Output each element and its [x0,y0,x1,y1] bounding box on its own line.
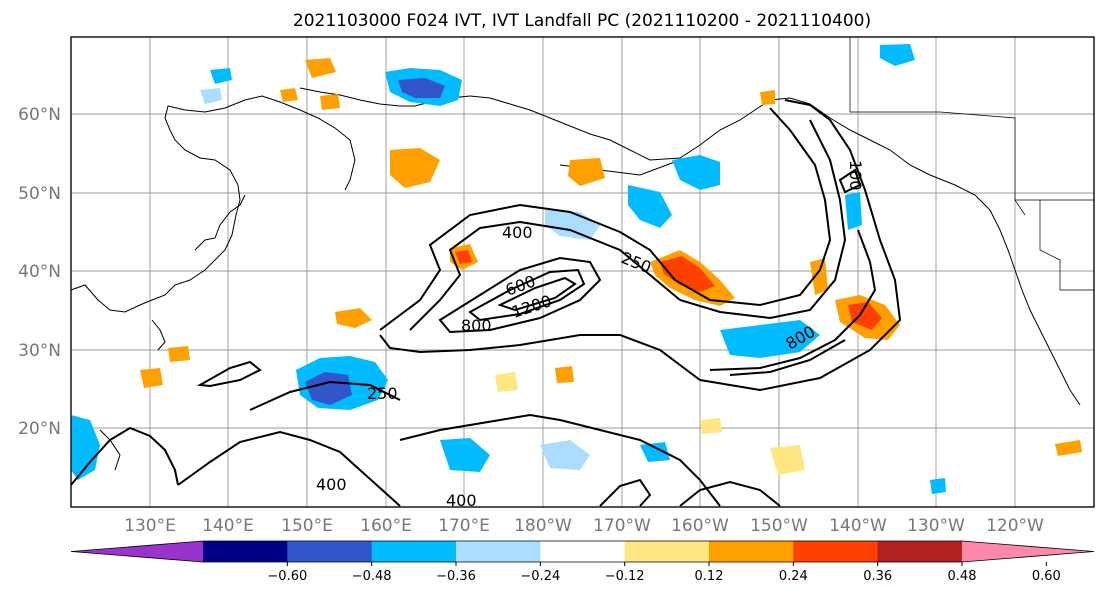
colorbar-extend-low [71,541,203,562]
latitude-label: 60°N [18,105,61,125]
contour-label: 400 [446,491,477,510]
longitude-label: 160°W [671,516,729,536]
colorbar-tick-label: 0.36 [863,569,892,584]
colorbar-segment [540,541,626,562]
longitude-label: 150°W [750,516,808,536]
colorbar-tick-label: 0.12 [695,569,724,584]
latitude-label: 30°N [18,341,61,361]
negative-anomaly-fills [71,44,946,494]
latitude-label: 20°N [18,419,61,439]
colorbar-tick-label: −0.48 [352,569,392,584]
colorbar-tick-label: 0.60 [1032,569,1061,584]
longitude-label: 150°E [281,516,333,536]
contour-label: 400 [316,475,347,494]
colorbar-outline [70,540,1095,563]
colorbar-segment [203,541,288,562]
colorbar-tick-label: −0.60 [267,569,307,584]
map-panel: 400 250 600 800 1200 800 100 250 400 400 [70,36,1095,510]
contour-labels: 400 250 600 800 1200 800 100 250 400 400 [316,160,865,510]
colorbar-tick-label: 0.48 [948,569,977,584]
latitude-label: 50°N [18,184,61,204]
latitude-label: 40°N [18,262,61,282]
longitude-label: 170°E [438,516,490,536]
ivt-contours [70,99,902,507]
contour-label: 100 [846,160,865,191]
longitude-label: 170°W [593,516,651,536]
contour-label: 400 [502,223,533,242]
colorbar-tick-label: −0.24 [520,569,560,584]
longitude-labels: 130°E 140°E 150°E 160°E 170°E 180°W 170°… [124,516,1044,536]
latitude-labels: 60°N 50°N 40°N 30°N 20°N [18,105,61,439]
colorbar-tick-label: −0.12 [605,569,645,584]
colorbar-tick-label: 0.24 [779,569,808,584]
colorbar-segment [709,541,794,562]
longitude-label: 120°W [986,516,1044,536]
longitude-label: 140°E [202,516,254,536]
longitude-label: 180°W [514,516,572,536]
borders [849,37,1094,291]
positive-anomaly-fills [140,58,1082,475]
longitude-label: 140°W [829,516,887,536]
map-title: 2021103000 F024 IVT, IVT Landfall PC (20… [293,11,871,31]
colorbar-segment [456,541,541,562]
colorbar-tick-label: −0.36 [436,569,476,584]
colorbar: −0.60 −0.48 −0.36 −0.24 −0.12 0.12 0.24 0.36 0.4… [70,540,1095,584]
colorbar-segment [877,541,963,562]
colorbar-extend-high [962,541,1094,562]
contour-label: 250 [367,384,398,403]
colorbar-segment [287,541,373,562]
colorbar-segment [624,541,710,562]
longitude-label: 130°W [907,516,965,536]
longitude-label: 130°E [124,516,176,536]
longitude-label: 160°E [360,516,412,536]
contour-label: 800 [461,316,492,335]
colorbar-segment [793,541,879,562]
coastlines [70,87,1081,471]
colorbar-segment [371,541,457,562]
